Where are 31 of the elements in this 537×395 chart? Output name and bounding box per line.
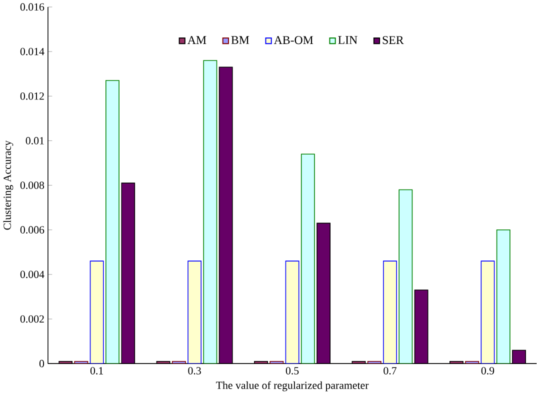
- bar: [90, 260, 104, 364]
- legend-label: AM: [188, 36, 206, 44]
- y-tick-label: 0: [39, 360, 44, 368]
- y-tick-label: 0.01: [26, 137, 44, 145]
- y-tick-label: 0.002: [20, 316, 44, 323]
- legend-label: LIN: [338, 36, 358, 44]
- bar: [496, 230, 510, 364]
- y-tick-label: 0.004: [20, 270, 44, 278]
- x-tick-label: 0.1: [90, 367, 103, 375]
- legend-label: AB-OM: [274, 36, 314, 44]
- y-axis-title: Clustering Accuracy: [3, 140, 14, 230]
- x-tick-label: 0.7: [384, 367, 396, 375]
- x-tick-label: 0.5: [286, 367, 299, 375]
- y-tick-label: 0.016: [20, 4, 44, 11]
- y-tick-label: 0.006: [20, 226, 44, 234]
- legend-label: SER: [382, 36, 404, 44]
- legend-label: BM: [231, 36, 250, 44]
- y-tick-label: 0.014: [20, 48, 44, 56]
- bar: [285, 260, 300, 364]
- bar: [188, 260, 202, 364]
- bar: [300, 154, 315, 364]
- x-tick-label: 0.9: [481, 367, 494, 375]
- bar: [106, 80, 120, 364]
- bar: [383, 260, 397, 364]
- bar: [203, 60, 218, 364]
- x-tick-label: 0.3: [188, 367, 201, 375]
- x-axis-title: The value of regularized parameter: [216, 381, 369, 392]
- y-tick-label: 0.008: [20, 182, 44, 190]
- bar: [398, 190, 413, 364]
- bar: [480, 260, 495, 364]
- y-tick-label: 0.012: [20, 92, 44, 100]
